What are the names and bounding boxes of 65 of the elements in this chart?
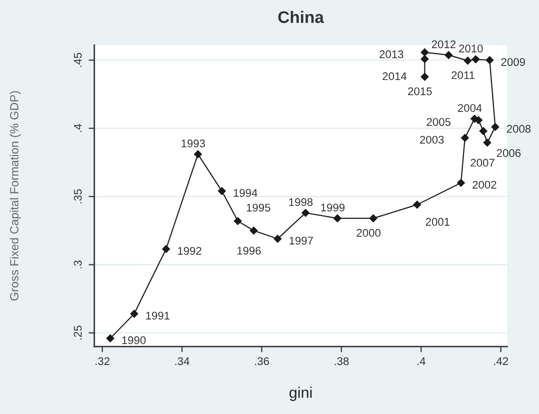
annotation: 1997 xyxy=(290,236,313,245)
point xyxy=(479,127,488,135)
annotation: 2014 xyxy=(382,72,407,80)
annotation: 2007 xyxy=(470,158,494,167)
annotation: 2002 xyxy=(472,180,496,189)
annotation: 1999 xyxy=(321,204,345,212)
point xyxy=(486,56,494,64)
annotation: 1991 xyxy=(146,312,170,320)
point xyxy=(461,134,469,142)
annotation: 2011 xyxy=(452,71,474,80)
point xyxy=(420,48,429,56)
annotation: 2006 xyxy=(496,149,521,158)
y-tick-label: .4 xyxy=(74,124,82,132)
x-axis-title: gini xyxy=(290,386,312,401)
point xyxy=(369,214,378,222)
point xyxy=(413,200,422,209)
point xyxy=(274,234,282,243)
annotation: 1998 xyxy=(289,198,313,206)
annotation: 1993 xyxy=(182,140,205,148)
point xyxy=(130,310,138,318)
annotation: 1994 xyxy=(234,189,258,197)
point xyxy=(491,122,500,131)
point xyxy=(472,55,480,64)
y-axis-title: Gross Fixed Capital Formation (% GDP) xyxy=(10,91,21,301)
annotation: 2012 xyxy=(432,40,456,48)
point xyxy=(464,56,472,65)
annotation: 2015 xyxy=(408,87,432,96)
point xyxy=(194,150,202,158)
point xyxy=(302,208,310,217)
x-tick-label: .38 xyxy=(334,357,349,366)
point xyxy=(420,55,429,63)
point xyxy=(474,116,482,124)
y-tick-label: .45 xyxy=(74,52,82,67)
point xyxy=(106,334,114,342)
point xyxy=(250,226,258,235)
annotation: 2003 xyxy=(420,136,444,144)
y-tick-label: .3 xyxy=(74,260,82,268)
point xyxy=(162,245,170,253)
annotation: 1996 xyxy=(237,246,261,255)
annotation: 2013 xyxy=(380,50,404,58)
x-tick-label: .36 xyxy=(255,357,269,366)
y-tick-label: .35 xyxy=(74,189,82,204)
annotation: 1990 xyxy=(122,336,146,344)
x-tick-label: .42 xyxy=(494,357,508,365)
annotation: 2000 xyxy=(356,228,380,237)
annotation: 2009 xyxy=(501,58,525,66)
y-tick-label: .25 xyxy=(74,326,82,340)
point xyxy=(333,214,342,222)
x-tick-label: .32 xyxy=(96,357,110,366)
point xyxy=(218,187,226,196)
annotation: 2004 xyxy=(458,104,482,112)
annotation: 1992 xyxy=(178,246,202,255)
annotation: 1995 xyxy=(246,204,270,212)
annotation: 2005 xyxy=(426,118,450,126)
point xyxy=(483,138,492,147)
x-tick-label: .4 xyxy=(418,357,426,365)
annotation: 2001 xyxy=(426,218,450,226)
point xyxy=(420,72,429,81)
point xyxy=(234,217,242,226)
point xyxy=(457,178,465,187)
annotation: 2008 xyxy=(506,124,531,133)
x-tick-label: .34 xyxy=(175,357,190,366)
point xyxy=(444,51,453,60)
chart-title: China xyxy=(278,10,324,24)
annotation: 2010 xyxy=(459,44,483,52)
